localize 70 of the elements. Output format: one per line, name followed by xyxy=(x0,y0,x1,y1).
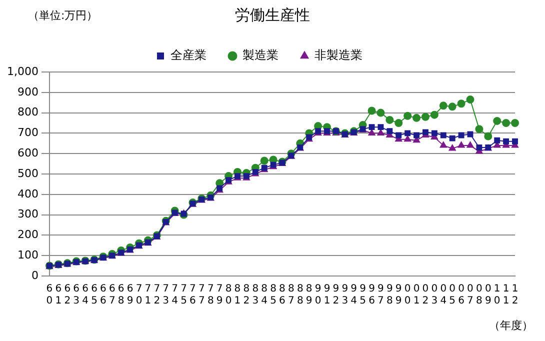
x-tick-label: 85 xyxy=(270,284,276,307)
x-tick-label: 11 xyxy=(502,284,510,307)
legend-label: 全産業 xyxy=(170,48,206,62)
x-tick-label: 71 xyxy=(144,284,152,307)
chart-title: 労働生産性 xyxy=(235,6,310,24)
x-tick-label: 97 xyxy=(378,284,384,307)
x-tick-label: 92 xyxy=(332,284,340,307)
y-tick-label: 1,000 xyxy=(6,64,38,78)
x-tick-label: 76 xyxy=(190,284,196,307)
y-tick-label: 700 xyxy=(17,126,38,140)
x-tick-label: 93 xyxy=(342,284,348,307)
x-tick-label: 74 xyxy=(172,284,178,307)
x-tick-label: 09 xyxy=(484,284,492,307)
x-tick-label: 87 xyxy=(288,284,294,307)
y-tick-label: 300 xyxy=(17,208,38,221)
x-tick-label: 99 xyxy=(395,284,402,307)
x-tick-label: 08 xyxy=(476,284,482,307)
y-tick-label: 400 xyxy=(17,187,38,200)
x-tick-label: 61 xyxy=(55,284,62,307)
x-tick-label: 70 xyxy=(136,284,142,307)
x-tick-label: 12 xyxy=(512,284,518,307)
x-tick-label: 67 xyxy=(108,284,116,307)
x-tick-label: 65 xyxy=(91,284,98,307)
x-tick-label: 82 xyxy=(243,284,250,307)
y-tick-label: 800 xyxy=(17,106,38,119)
x-tick-label: 03 xyxy=(431,284,438,307)
x-tick-label: 63 xyxy=(73,284,80,307)
x-tick-label: 90 xyxy=(314,284,322,307)
x-tick-label: 80 xyxy=(225,284,232,307)
x-tick-label: 73 xyxy=(162,284,170,307)
x-tick-label: 94 xyxy=(350,284,358,307)
x-axis-title: （年度） xyxy=(489,318,533,333)
x-tick-label: 69 xyxy=(126,284,134,307)
x-tick-label: 04 xyxy=(440,284,447,307)
y-tick-label: 200 xyxy=(17,228,38,242)
legend-label: 非製造業 xyxy=(314,48,362,62)
x-tick-label: 72 xyxy=(154,284,160,307)
x-tick-label: 10 xyxy=(494,284,500,307)
x-tick-label: 96 xyxy=(368,284,375,307)
x-tick-label: 95 xyxy=(360,284,366,307)
y-tick-label: 100 xyxy=(17,248,38,262)
y-tick-label: 600 xyxy=(17,146,38,160)
x-tick-label: 01 xyxy=(413,284,420,307)
x-tick-label: 77 xyxy=(198,284,205,307)
x-tick-label: 06 xyxy=(458,284,464,307)
x-tick-label: 05 xyxy=(449,284,456,307)
x-tick-label: 91 xyxy=(324,284,330,307)
x-tick-label: 98 xyxy=(386,284,393,307)
x-tick-label: 89 xyxy=(306,284,312,307)
x-tick-label: 84 xyxy=(261,284,268,307)
x-tick-label: 78 xyxy=(207,284,214,307)
x-tick-label: 83 xyxy=(252,284,259,307)
x-tick-label: 68 xyxy=(118,284,124,307)
y-tick-label: 0 xyxy=(31,268,38,282)
legend-label: 製造業 xyxy=(242,48,278,62)
x-tick-label: 07 xyxy=(467,284,474,307)
x-tick-label: 88 xyxy=(296,284,304,307)
y-tick-label: 900 xyxy=(17,85,38,98)
x-tick-label: 60 xyxy=(46,284,53,307)
x-tick-label: 02 xyxy=(422,284,429,307)
y-tick-label: 500 xyxy=(17,166,38,180)
x-tick-label: 79 xyxy=(216,284,223,307)
x-tick-label: 64 xyxy=(82,284,88,307)
y-axis-title: （単位:万円） xyxy=(28,8,98,23)
x-tick-label: 62 xyxy=(64,284,71,307)
x-tick-label: 66 xyxy=(100,284,106,307)
x-tick-label: 86 xyxy=(279,284,286,307)
x-tick-label: 81 xyxy=(234,284,241,307)
x-tick-label: 00 xyxy=(404,284,411,307)
x-tick-label: 75 xyxy=(180,284,187,307)
